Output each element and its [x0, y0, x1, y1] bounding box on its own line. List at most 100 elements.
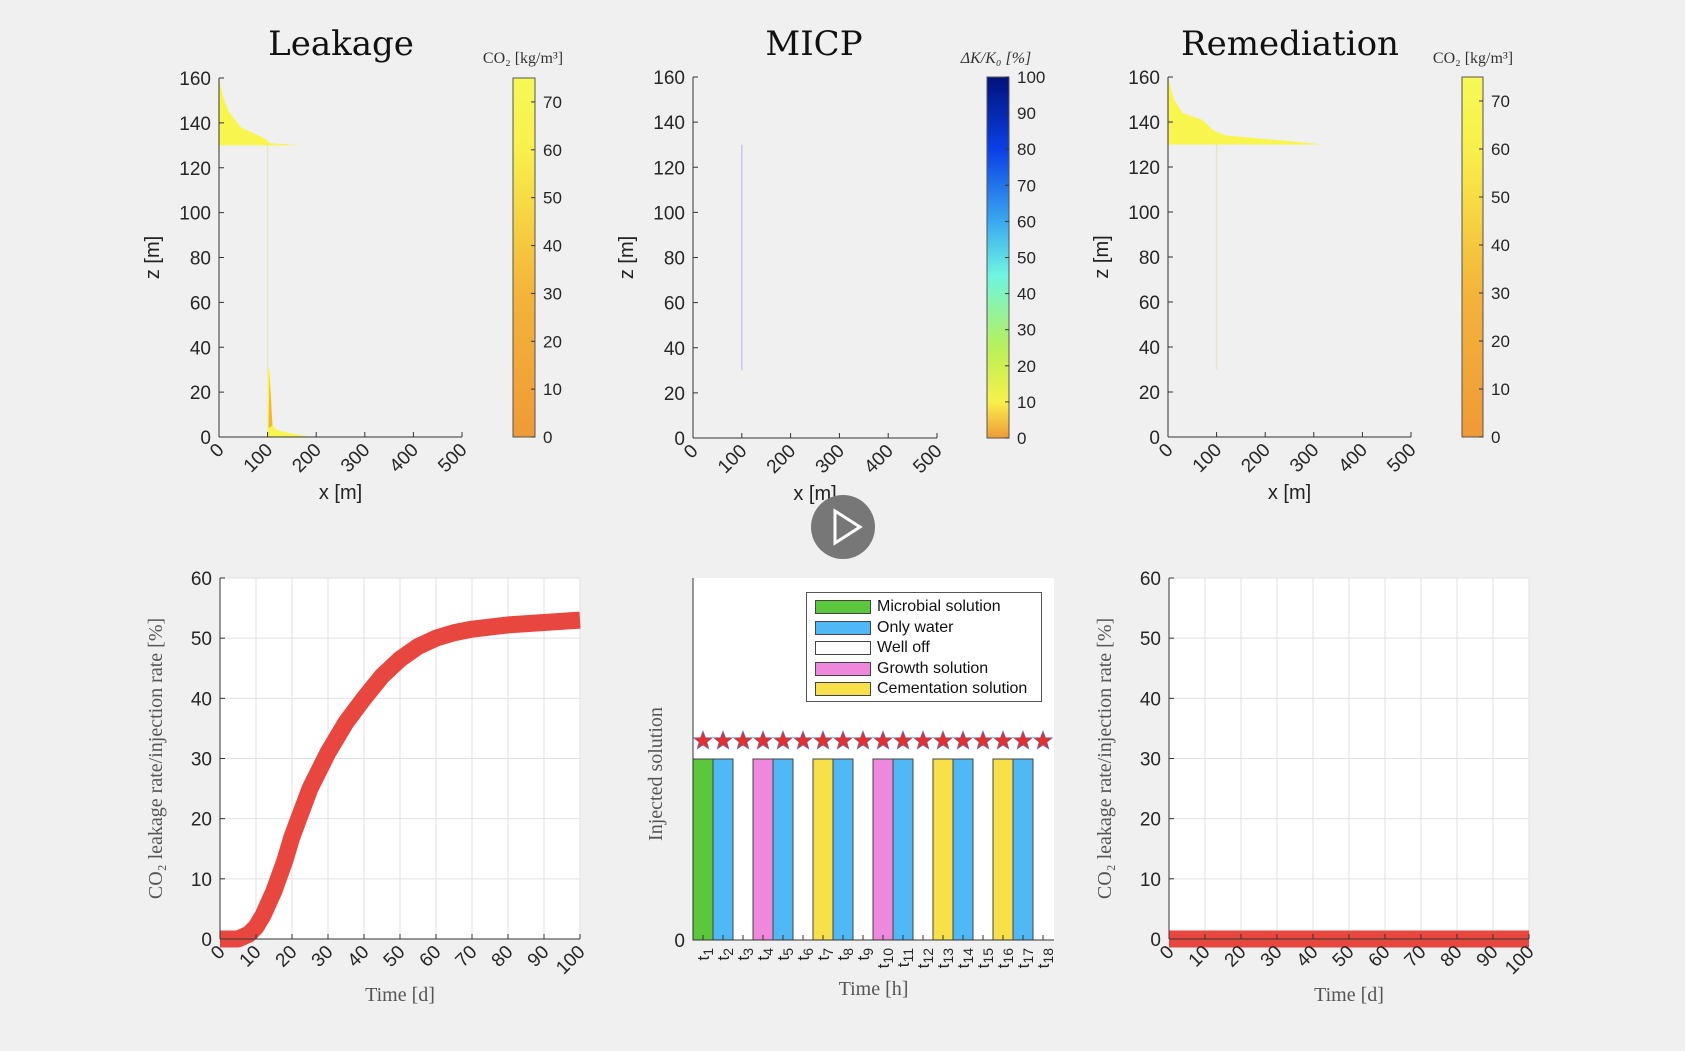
x-tick-label: 400 [386, 440, 423, 477]
tick-base: t [994, 963, 1013, 968]
x-tick-label: t10 [874, 948, 896, 969]
x-tick-label: t15 [974, 948, 996, 969]
play-button[interactable] [811, 495, 875, 559]
tick-base: t [754, 956, 773, 961]
y-tick-label: 80 [190, 249, 211, 270]
colorbar-tick-label: 80 [1017, 140, 1036, 159]
x-tick-label: t3 [734, 948, 756, 961]
colorbar-tick-label: 60 [1017, 212, 1036, 231]
y-tick-label: 60 [1139, 293, 1160, 314]
colorbar-tick-label: 0 [1491, 428, 1500, 447]
data-series-line [220, 611, 581, 948]
colorbar-tick-label: 70 [543, 93, 562, 112]
micp-colorbar-label: ΔK/K₀ [%] [960, 50, 1032, 67]
x-tick-label: t7 [814, 948, 836, 961]
x-tick-label: 100 [1189, 440, 1226, 477]
y-tick-label: 120 [1128, 158, 1160, 179]
x-tick-label: t1 [694, 948, 716, 961]
star-marker [992, 730, 1014, 750]
micp-title: MICP [765, 24, 863, 64]
x-tick-label: 0 [680, 441, 702, 463]
bottom-plume [1168, 77, 1324, 145]
tick-subscript: 17 [1020, 948, 1036, 964]
y-tick-label: 30 [1140, 750, 1161, 771]
legend-entry: Growth solution [815, 659, 1041, 680]
x-tick-label: 500 [1383, 440, 1420, 477]
y-tick-label: 80 [1139, 248, 1160, 269]
tick-subscript: 11 [900, 948, 916, 963]
tick-base: t [814, 956, 833, 961]
y-tick-label: 20 [664, 384, 685, 405]
colorbar-tick-label: 0 [1017, 429, 1026, 448]
colorbar-tick-label: 50 [1491, 188, 1510, 207]
colorbar-tick-label: 40 [543, 237, 562, 256]
y-tick-label: 40 [1140, 689, 1161, 710]
colorbar-tick-label: 20 [1491, 332, 1510, 351]
star-marker [1032, 730, 1054, 750]
x-tick-label: 400 [860, 441, 897, 478]
tick-base: t [834, 956, 853, 961]
star-marker [732, 730, 754, 750]
tick-base: t [954, 963, 973, 968]
legend-entry: Well off [815, 638, 1041, 659]
colorbar-tick-label: 30 [543, 284, 562, 303]
tick-subscript: 15 [980, 948, 996, 964]
leakage-colorbar-label: CO₂ [kg/m³] [482, 50, 564, 67]
y-tick-label: 80 [664, 249, 685, 270]
star-marker [792, 730, 814, 750]
bar [932, 758, 954, 941]
tick-subscript: 8 [840, 948, 856, 956]
legend-swatch [815, 641, 871, 656]
y-tick-label: 0 [200, 428, 211, 449]
bar [752, 758, 774, 941]
bar [952, 758, 974, 941]
legend-entry: Only water [815, 618, 1041, 639]
y-tick-label: 20 [190, 383, 211, 404]
tick-subscript: 2 [720, 948, 736, 956]
x-tick-label: t17 [1014, 948, 1036, 969]
y-tick-label: 100 [1128, 203, 1160, 224]
tick-subscript: 5 [780, 948, 796, 956]
x-axis-label: Time [d] [1314, 984, 1384, 1006]
x-tick-label: 300 [1286, 440, 1323, 477]
colorbar-tick-label: 10 [543, 380, 562, 399]
x-tick-label: 20 [272, 942, 302, 972]
x-tick-label: t14 [954, 948, 976, 969]
tick-subscript: 6 [800, 948, 816, 956]
colorbar-tick-label: 90 [1017, 104, 1036, 123]
colorbar-tick-label: 50 [1017, 249, 1036, 268]
x-tick-label: t16 [994, 948, 1016, 969]
legend-swatch [815, 661, 871, 676]
tick-subscript: 1 [700, 948, 716, 956]
y-tick-label: 50 [1140, 629, 1161, 650]
star-marker [752, 730, 774, 750]
colorbar-tick-label: 20 [543, 332, 562, 351]
y-tick-label: 140 [179, 114, 211, 135]
y-tick-label: 50 [191, 629, 212, 650]
tick-base: t [694, 956, 713, 961]
x-tick-label: t11 [894, 948, 916, 967]
x-tick-label: 200 [763, 441, 800, 478]
y-tick-label: 160 [179, 69, 211, 90]
star-marker [852, 730, 874, 750]
x-tick-label: t4 [754, 948, 776, 961]
star-marker [932, 730, 954, 750]
y-tick-label: 40 [191, 689, 212, 710]
y-tick-label: 0 [1150, 930, 1161, 951]
y-axis-label: z [m] [616, 236, 638, 279]
y-tick-label: 0 [201, 930, 212, 951]
legend-label: Microbial solution [877, 598, 1001, 616]
x-tick-label: t12 [914, 948, 936, 969]
x-tick-label: t9 [854, 948, 876, 961]
x-tick-label: t13 [934, 948, 956, 969]
tick-base: t [1034, 963, 1053, 968]
y-tick-label: 0 [1149, 428, 1160, 449]
star-marker [912, 730, 934, 750]
x-tick-label: 400 [1335, 440, 1372, 477]
bar [692, 758, 714, 941]
tick-subscript: 3 [740, 948, 756, 956]
colorbar-tick-label: 0 [543, 428, 552, 447]
legend-swatch [815, 600, 871, 615]
tick-base: t [734, 956, 753, 961]
x-tick-label: 40 [344, 942, 374, 972]
